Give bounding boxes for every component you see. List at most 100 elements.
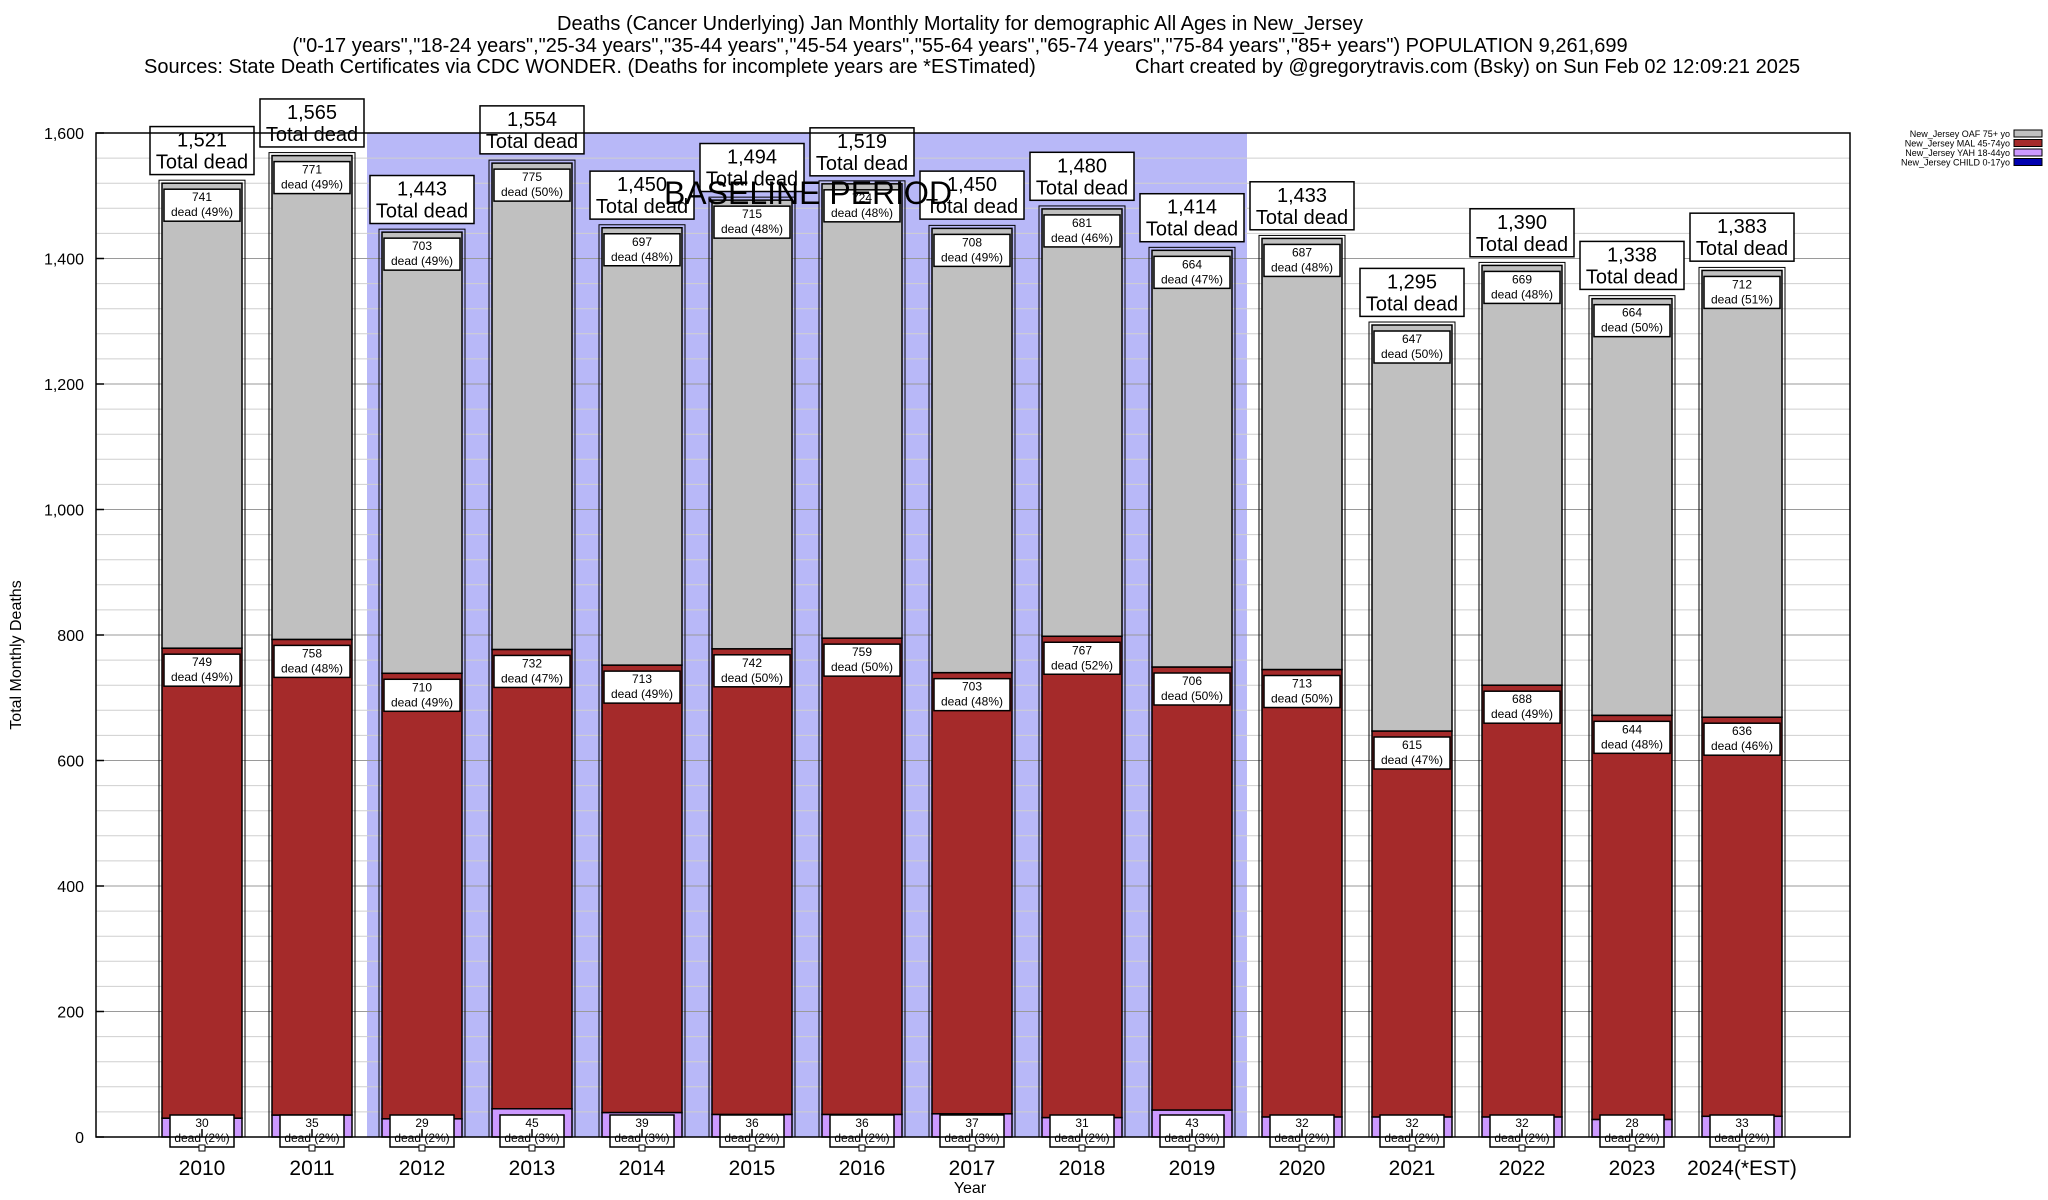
mal-label-box: [383, 678, 461, 713]
bar-segment-oaf: [161, 182, 243, 649]
mal-label-value: 710: [412, 680, 432, 694]
chart-credit-note: Chart created by @gregorytravis.com (Bsk…: [1135, 56, 1800, 78]
mal-label-box: [163, 653, 241, 687]
mal-label-value: 713: [632, 672, 652, 686]
oaf-label-value: 647: [1402, 332, 1422, 346]
yah-label-pct: dead (2%): [394, 1131, 449, 1145]
yah-label-pct: dead (2%): [724, 1131, 779, 1145]
total-suffix: Total dead: [1476, 234, 1568, 256]
oaf-label-pct: dead (48%): [611, 250, 673, 264]
child-marker: [858, 1144, 866, 1152]
oaf-label-value: 712: [1732, 277, 1752, 291]
child-marker: [1518, 1144, 1526, 1152]
yah-label-pct: dead (2%): [1494, 1131, 1549, 1145]
x-tick-label: 2016: [839, 1157, 886, 1180]
oaf-label-box: [1043, 214, 1121, 248]
total-value: 1,414: [1167, 197, 1217, 219]
yah-label-value: 37: [965, 1116, 979, 1130]
mal-label-pct: dead (50%): [1271, 692, 1333, 706]
oaf-label-value: 724: [852, 191, 872, 205]
child-marker: [418, 1144, 426, 1152]
oaf-label-pct: dead (48%): [831, 206, 893, 220]
yah-label-pct: dead (2%): [834, 1131, 889, 1145]
oaf-label-box: [1373, 330, 1451, 364]
mal-label-box: [933, 677, 1011, 712]
chart-subtitle: ("0-17 years","18-24 years","25-34 years…: [292, 35, 1627, 57]
mal-label-pct: dead (47%): [501, 671, 563, 685]
total-label-box: [1249, 181, 1355, 231]
oaf-label-value: 681: [1072, 216, 1092, 230]
bar-segment-oaf: [601, 227, 683, 666]
axes-layer: 0 200 400 600 800 1,000 1,200 1,400 1,600 2010 201…: [44, 126, 1851, 1180]
bar-segment-mal: [1481, 684, 1563, 1118]
x-tick-label: 2019: [1169, 1157, 1216, 1180]
mal-label-value: 636: [1732, 724, 1752, 738]
bar-segment-mal: [491, 648, 573, 1110]
bar-segment-oaf: [1701, 269, 1783, 718]
bar-segment-mal: [601, 664, 683, 1114]
bar-segment-oaf: [821, 183, 903, 639]
x-tick-label: 2020: [1279, 1157, 1326, 1180]
yah-label-value: 29: [415, 1116, 429, 1130]
bar-segment-oaf: [931, 227, 1013, 674]
yah-label-pct: dead (3%): [504, 1131, 559, 1145]
oaf-label-box: [1153, 255, 1231, 290]
total-label-box: [919, 170, 1025, 220]
child-marker: [198, 1144, 206, 1152]
bar-segment-mal: [711, 648, 793, 1116]
yah-label-pct: dead (2%): [174, 1131, 229, 1145]
oaf-label-value: 708: [962, 235, 982, 249]
mal-label-value: 742: [742, 656, 762, 670]
legend-entry-label: New_Jersey MAL 45-74yo: [1905, 139, 2010, 149]
legend-entry-label: New_Jersey YAH 18-44yo: [1905, 148, 2010, 158]
mal-label-value: 758: [302, 646, 322, 660]
oaf-label-value: 687: [1292, 245, 1312, 259]
total-value: 1,450: [617, 174, 667, 196]
total-value: 1,390: [1497, 212, 1547, 234]
bar-segment-mal: [1591, 714, 1673, 1121]
child-marker: [308, 1144, 316, 1152]
total-label-box: [589, 170, 695, 220]
yah-label-pct: dead (3%): [944, 1131, 999, 1145]
total-suffix: Total dead: [706, 169, 798, 191]
oaf-label-value: 775: [522, 170, 542, 184]
total-suffix: Total dead: [1146, 219, 1238, 241]
bar-segment-mal: [271, 638, 353, 1116]
bar-segment-mal: [1701, 716, 1783, 1118]
legend-swatch: [2013, 158, 2043, 166]
oaf-label-value: 715: [742, 207, 762, 221]
mal-label-box: [1263, 674, 1341, 709]
child-marker: [638, 1144, 646, 1152]
x-tick-label: 2014: [619, 1157, 666, 1180]
total-suffix: Total dead: [816, 153, 908, 175]
total-suffix: Total dead: [376, 201, 468, 223]
x-axis-title: Year: [954, 1180, 987, 1197]
total-value: 1,383: [1717, 216, 1767, 238]
oaf-label-pct: dead (50%): [1381, 347, 1443, 361]
oaf-label-pct: dead (48%): [721, 222, 783, 236]
mal-label-value: 713: [1292, 677, 1312, 691]
total-suffix: Total dead: [156, 152, 248, 174]
mal-label-pct: dead (49%): [611, 687, 673, 701]
total-label-box: [479, 105, 585, 155]
